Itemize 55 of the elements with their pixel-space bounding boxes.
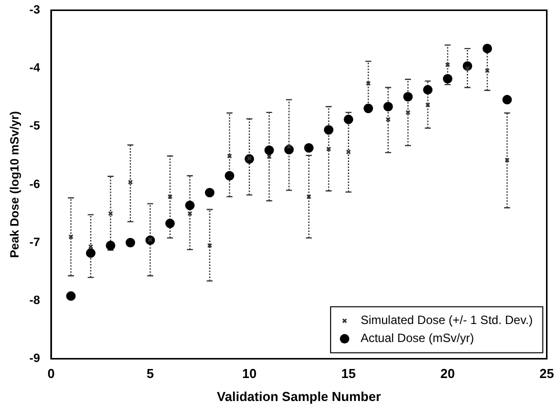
point <box>108 211 114 216</box>
point <box>88 244 94 250</box>
point <box>306 194 312 200</box>
point <box>128 180 133 185</box>
point <box>386 116 391 122</box>
x-tick-label: 0 <box>47 366 55 382</box>
y-tick-label: -8 <box>29 293 40 308</box>
x-tick-label: 15 <box>341 366 356 382</box>
y-axis-title: Peak Dose (log10 mSv/yr) <box>8 111 22 258</box>
x-tick-label: 10 <box>242 366 257 382</box>
x-tick-label: 20 <box>440 366 455 382</box>
point <box>366 80 371 86</box>
point <box>106 240 116 250</box>
point <box>383 102 393 112</box>
y-tick-label: -5 <box>29 118 40 133</box>
point <box>504 158 510 163</box>
point <box>207 242 212 248</box>
point <box>482 44 492 54</box>
point <box>187 211 192 216</box>
point <box>405 110 410 115</box>
point <box>326 146 332 152</box>
point <box>168 194 173 200</box>
y-tick-label: -6 <box>29 176 40 191</box>
point <box>185 200 195 210</box>
point <box>266 154 272 160</box>
point <box>425 102 430 108</box>
point <box>484 68 490 74</box>
point <box>346 149 352 154</box>
x-axis-title: Validation Sample Number <box>216 388 381 404</box>
legend-label: Actual Dose (mSv/yr) <box>360 331 474 346</box>
point <box>324 125 334 135</box>
x-tick-label: 5 <box>146 366 154 382</box>
point <box>126 238 136 248</box>
point <box>204 188 214 198</box>
legend-label: Simulated Dose (+/- 1 Std. Dev.) <box>360 313 533 328</box>
point <box>442 74 452 84</box>
point <box>364 104 374 114</box>
point <box>344 114 354 124</box>
point <box>68 234 74 240</box>
point <box>445 62 450 68</box>
point <box>224 171 234 181</box>
point <box>403 92 413 102</box>
y-tick-label: -3 <box>29 2 40 17</box>
x-tick-label: 25 <box>540 366 554 382</box>
y-tick-label: -9 <box>29 351 40 366</box>
point <box>86 248 96 258</box>
point <box>227 154 232 159</box>
point <box>423 85 433 95</box>
point <box>264 145 274 155</box>
point <box>66 291 76 301</box>
point <box>165 218 175 228</box>
point <box>304 143 314 153</box>
y-tick-label: -4 <box>29 60 40 75</box>
point <box>502 94 512 104</box>
y-tick-label: -7 <box>29 234 40 249</box>
